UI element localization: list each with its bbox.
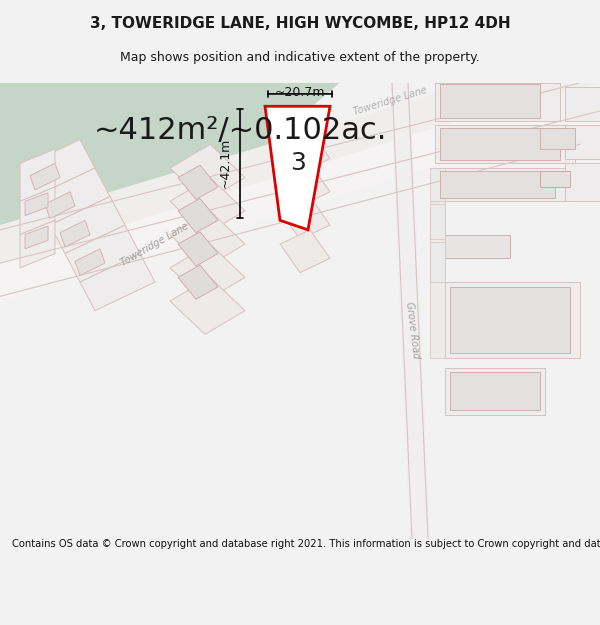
Polygon shape: [45, 192, 75, 218]
Text: Toweridge Lane: Toweridge Lane: [119, 221, 191, 268]
Polygon shape: [445, 368, 545, 415]
Polygon shape: [20, 221, 55, 268]
Text: 3, TOWERIDGE LANE, HIGH WYCOMBE, HP12 4DH: 3, TOWERIDGE LANE, HIGH WYCOMBE, HP12 4D…: [89, 16, 511, 31]
Polygon shape: [0, 44, 600, 263]
Polygon shape: [280, 230, 330, 272]
Polygon shape: [440, 84, 540, 118]
Text: Grove Road: Grove Road: [404, 301, 421, 359]
Polygon shape: [60, 221, 90, 247]
Polygon shape: [170, 244, 245, 301]
Polygon shape: [20, 139, 95, 196]
Polygon shape: [430, 201, 445, 358]
Polygon shape: [435, 82, 560, 121]
Polygon shape: [178, 165, 218, 199]
Polygon shape: [25, 226, 48, 249]
Polygon shape: [265, 106, 330, 230]
Polygon shape: [35, 168, 110, 225]
Polygon shape: [445, 234, 510, 258]
Polygon shape: [20, 187, 55, 234]
Text: 3: 3: [290, 151, 306, 175]
Polygon shape: [75, 249, 105, 276]
Polygon shape: [565, 163, 600, 201]
Polygon shape: [430, 168, 445, 201]
Text: ~412m²/~0.102ac.: ~412m²/~0.102ac.: [94, 116, 386, 144]
Polygon shape: [445, 282, 580, 358]
Polygon shape: [450, 287, 570, 353]
Text: ~42.1m: ~42.1m: [219, 138, 232, 188]
Text: ~20.7m: ~20.7m: [275, 86, 325, 99]
Polygon shape: [25, 192, 48, 216]
Polygon shape: [0, 82, 340, 272]
Text: Map shows position and indicative extent of the property.: Map shows position and indicative extent…: [120, 51, 480, 64]
Polygon shape: [178, 232, 218, 266]
Polygon shape: [80, 254, 155, 311]
Polygon shape: [435, 168, 570, 201]
Polygon shape: [440, 171, 555, 199]
Polygon shape: [280, 196, 330, 239]
Polygon shape: [65, 225, 140, 282]
Text: Toweridge Lane: Toweridge Lane: [352, 86, 428, 118]
Polygon shape: [540, 171, 570, 187]
Polygon shape: [178, 199, 218, 232]
Polygon shape: [170, 144, 245, 201]
Polygon shape: [450, 372, 540, 411]
Polygon shape: [30, 163, 60, 190]
Polygon shape: [430, 204, 445, 239]
Polygon shape: [0, 92, 550, 301]
Polygon shape: [565, 125, 600, 159]
Polygon shape: [435, 125, 575, 163]
Polygon shape: [50, 196, 125, 254]
Polygon shape: [390, 82, 430, 539]
Polygon shape: [430, 242, 445, 282]
Polygon shape: [280, 163, 330, 206]
Polygon shape: [170, 177, 245, 234]
Polygon shape: [170, 211, 245, 268]
Polygon shape: [565, 88, 600, 121]
Polygon shape: [280, 130, 330, 173]
Polygon shape: [170, 278, 245, 334]
Polygon shape: [20, 149, 55, 201]
Polygon shape: [440, 128, 560, 161]
Polygon shape: [540, 128, 575, 149]
Text: Contains OS data © Crown copyright and database right 2021. This information is : Contains OS data © Crown copyright and d…: [12, 539, 600, 549]
Polygon shape: [178, 265, 218, 299]
